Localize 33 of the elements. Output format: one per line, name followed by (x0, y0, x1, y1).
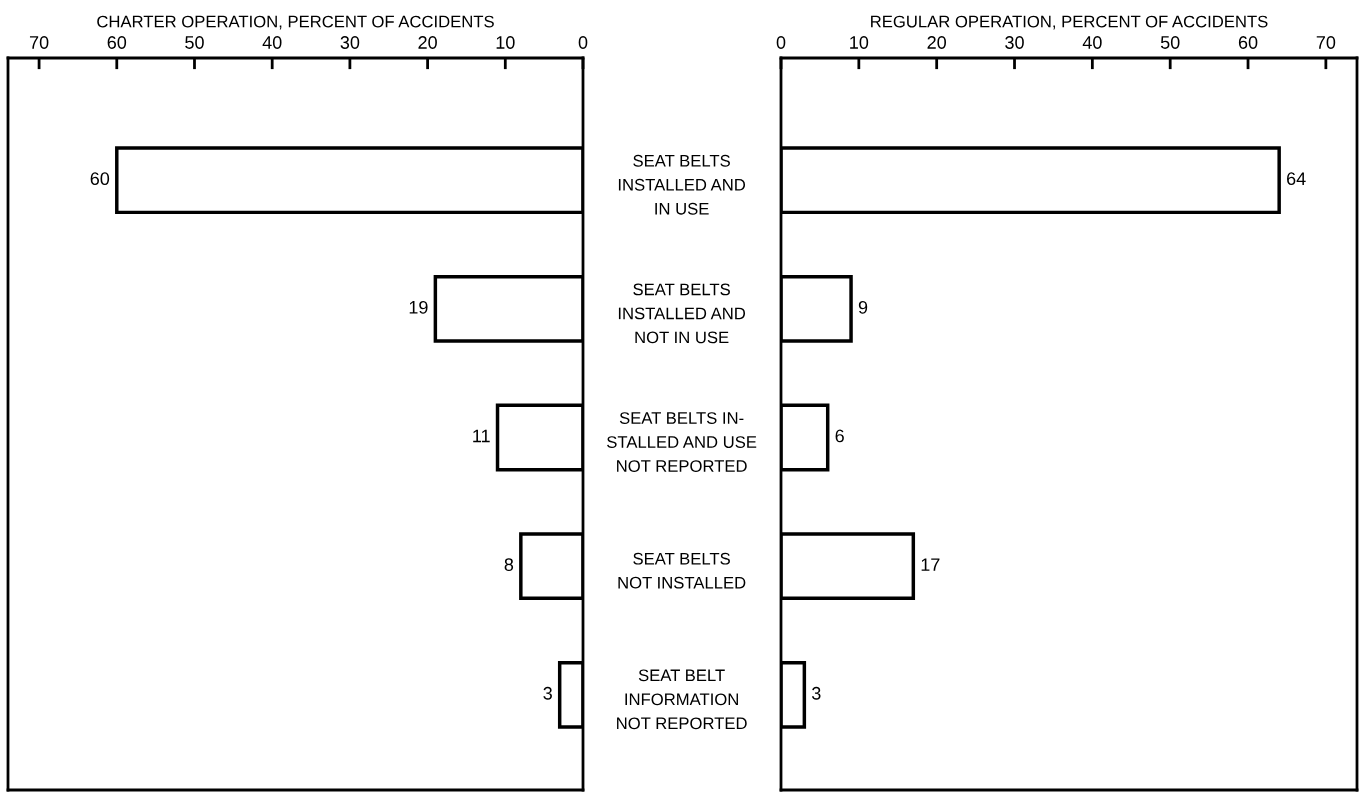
data-label: 3 (811, 686, 821, 700)
x-tick-label: 70 (29, 36, 49, 49)
x-tick-label: 50 (1160, 36, 1180, 49)
x-tick-label: 30 (1005, 36, 1024, 49)
x-tick-label: 30 (340, 36, 360, 49)
x-tick-label: 20 (418, 36, 437, 49)
data-label: 64 (1287, 172, 1306, 186)
y-tick-label: SEAT BELT INFORMATION NOT REPORTED (617, 669, 747, 730)
x-tick-label: 10 (850, 36, 869, 49)
x-tick-label: 60 (1238, 36, 1258, 49)
y-tick-label: SEAT BELTS IN- STALLED AND USE NOT REPORTED (607, 412, 757, 472)
x-tick-label: 60 (107, 36, 127, 49)
x-tick-label: 40 (1082, 36, 1102, 49)
x-axis-title: REGULAR OPERATION, PERCENT OF ACCIDENTS (871, 15, 1268, 30)
data-label: 9 (858, 300, 868, 314)
data-label: 19 (409, 300, 428, 314)
data-label: 6 (835, 429, 844, 443)
y-tick-label: SEAT BELTS INSTALLED AND IN USE (618, 154, 746, 215)
data-label: 17 (921, 558, 940, 571)
x-tick-label: 20 (927, 36, 947, 49)
x-tick-label: 40 (262, 36, 282, 49)
data-label: 3 (543, 686, 552, 700)
x-tick-label: 0 (578, 36, 588, 49)
data-label: 11 (473, 429, 490, 443)
x-tick-label: 50 (185, 36, 204, 49)
x-tick-label: 70 (1316, 36, 1336, 49)
x-tick-label: 10 (496, 36, 515, 49)
x-tick-label: 0 (776, 36, 786, 49)
data-label: 60 (90, 172, 110, 186)
y-tick-label: SEAT BELTS NOT INSTALLED (618, 552, 746, 589)
x-axis-title: CHARTER OPERATION, PERCENT OF ACCIDENTS (97, 15, 494, 30)
y-tick-label: SEAT BELTS INSTALLED AND NOT IN USE (618, 283, 746, 344)
data-label: 8 (504, 558, 514, 571)
